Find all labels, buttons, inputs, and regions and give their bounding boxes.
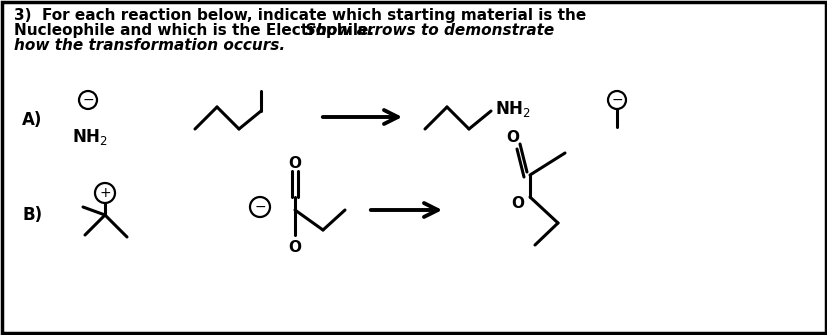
Text: how the transformation occurs.: how the transformation occurs. [14, 38, 284, 53]
Text: −: − [82, 92, 93, 107]
Text: O: O [506, 130, 519, 144]
Text: Show arrows to demonstrate: Show arrows to demonstrate [304, 23, 553, 38]
Text: Nucleophile and which is the Electrophile.: Nucleophile and which is the Electrophil… [14, 23, 379, 38]
Text: O: O [288, 240, 301, 255]
Text: NH$_2$: NH$_2$ [72, 127, 108, 147]
Text: −: − [254, 200, 265, 213]
Text: B): B) [22, 206, 42, 224]
Text: O: O [511, 196, 523, 210]
Text: 3)  For each reaction below, indicate which starting material is the: 3) For each reaction below, indicate whi… [14, 8, 586, 23]
Text: O: O [288, 155, 301, 171]
Text: A): A) [22, 111, 42, 129]
Text: NH$_2$: NH$_2$ [495, 99, 530, 119]
Text: −: − [610, 92, 622, 107]
Text: +: + [99, 186, 111, 200]
